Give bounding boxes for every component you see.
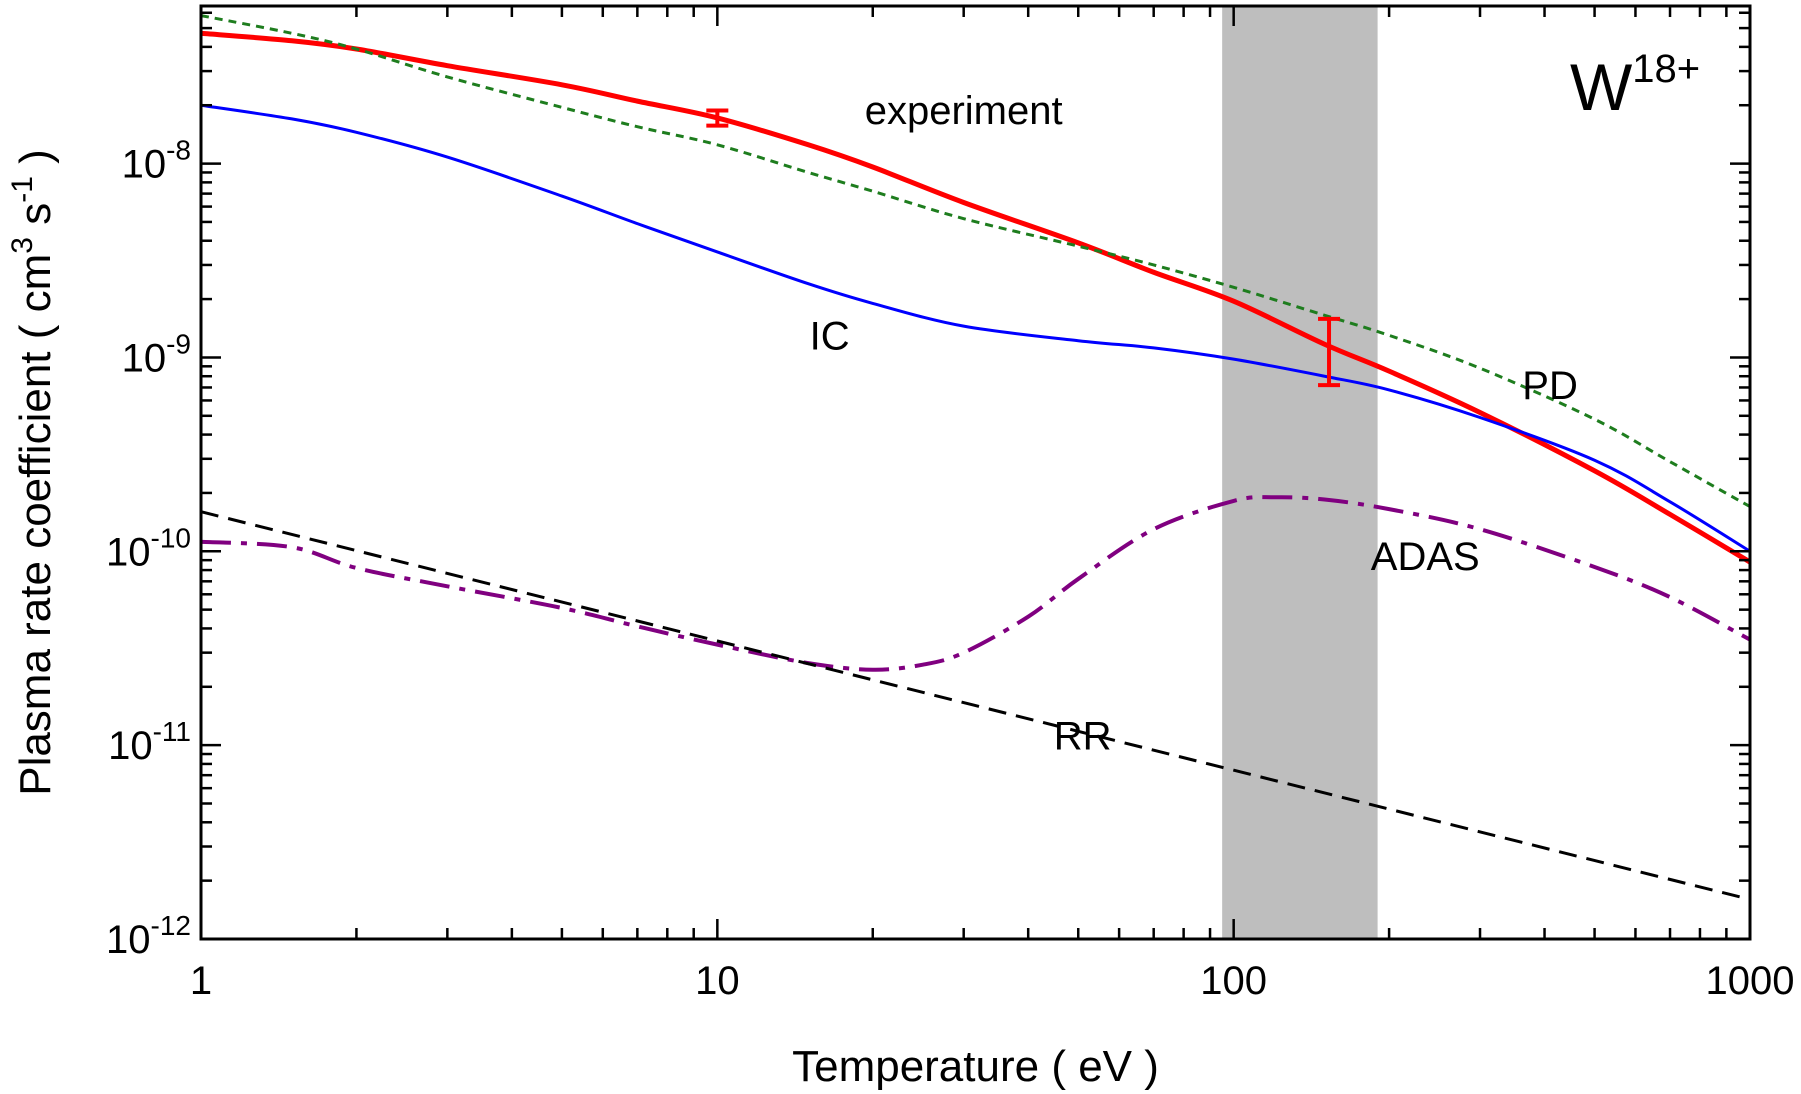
x-tick-label: 1000 [1706, 959, 1795, 1003]
y-tick-base: 10 [108, 724, 153, 768]
series-label-experiment: experiment [865, 89, 1063, 133]
series-label-pd: PD [1522, 364, 1578, 408]
y-tick-base: 10 [106, 918, 151, 962]
y-tick-exponent: -11 [153, 716, 191, 747]
tick-layer [199, 6, 1752, 941]
series-line-pd [200, 14, 1751, 508]
y-tick-label: 10-11 [108, 716, 191, 768]
y-tick-label: 10-12 [106, 910, 191, 962]
ion-label-base: W [1570, 50, 1633, 124]
series-line-adas [200, 495, 1751, 672]
y-tick-base: 10 [106, 530, 151, 574]
x-tick-label: 10 [695, 959, 740, 1003]
y-tick-exponent: -10 [151, 522, 191, 553]
y-tick-exponent: -12 [151, 910, 191, 941]
series-line-ic [200, 103, 1751, 553]
y-tick-label: 10-9 [122, 328, 191, 380]
x-tick-label: 100 [1200, 959, 1267, 1003]
series-line-experiment [200, 30, 1752, 565]
temperature-band [1222, 6, 1378, 939]
error-bar-layer [706, 108, 1341, 388]
x-tick-label: 1 [190, 959, 212, 1003]
y-axis-title-text: Plasma rate coefficient ( cm [11, 254, 60, 796]
y-axis-title-sup2: -1 [6, 176, 39, 203]
ion-label: W18+ [1570, 47, 1700, 124]
y-axis-title-end: ) [11, 149, 60, 176]
y-tick-base: 10 [122, 336, 167, 380]
y-tick-base: 10 [122, 143, 167, 187]
series-label-layer: experiment PD IC ADAS RR [810, 89, 1578, 758]
y-axis-title-mid: s [11, 203, 60, 237]
series-label-adas: ADAS [1371, 535, 1480, 579]
y-axis-title: Plasma rate coefficient ( cm3 s-1 ) [6, 149, 60, 796]
series-layer [200, 14, 1752, 901]
ion-label-charge: 18+ [1632, 47, 1700, 91]
series-label-ic: IC [810, 314, 850, 358]
error-bar-1 [706, 108, 729, 128]
plot-frame [199, 4, 1752, 941]
series-label-rr: RR [1054, 714, 1112, 758]
y-tick-label: 10-10 [106, 522, 191, 574]
y-tick-label: 10-8 [122, 135, 191, 187]
y-tick-exponent: -9 [166, 328, 191, 359]
y-axis-title-sup1: 3 [6, 237, 39, 254]
x-axis-title: Temperature ( eV ) [792, 1042, 1159, 1091]
temperature-band-layer [1222, 6, 1378, 939]
y-tick-exponent: -8 [166, 135, 191, 166]
series-line-rr [200, 510, 1751, 901]
error-bar-2 [1318, 316, 1341, 388]
